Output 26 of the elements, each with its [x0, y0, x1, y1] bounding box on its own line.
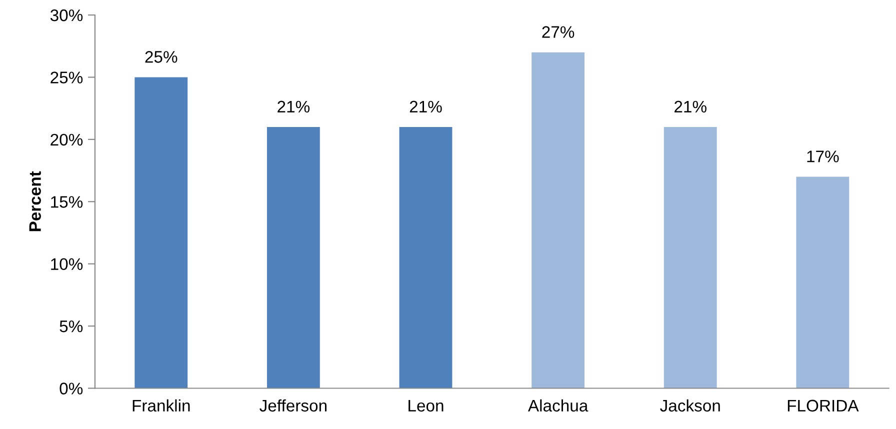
bar — [266, 126, 320, 388]
y-tick-label: 30% — [50, 9, 83, 22]
bar — [664, 126, 717, 388]
x-tick-label: Alachua — [528, 399, 588, 412]
y-tick-label: 25% — [50, 72, 83, 84]
data-label: 21% — [410, 100, 442, 113]
data-label: 21% — [278, 100, 310, 113]
data-label: 27% — [542, 26, 574, 38]
y-tick-label: 0% — [60, 382, 83, 394]
x-tick-label: Jackson — [660, 399, 720, 412]
bar — [399, 126, 452, 388]
x-tick-label: Franklin — [132, 399, 190, 412]
x-tick-label: Jefferson — [260, 399, 326, 412]
y-axis-title: Percent — [29, 171, 41, 232]
data-label: 25% — [145, 51, 178, 63]
bar — [134, 77, 188, 388]
bar — [532, 52, 585, 388]
y-tick-label: 5% — [60, 320, 83, 332]
x-tick-label: Leon — [408, 400, 444, 412]
y-tick-label: 10% — [51, 258, 83, 270]
data-label: 17% — [807, 150, 839, 162]
y-tick-label: 20% — [50, 134, 83, 146]
x-tick-label: FLORIDA — [788, 400, 859, 412]
data-label: 21% — [674, 100, 706, 113]
y-tick-label: 15% — [51, 196, 83, 208]
bar — [796, 176, 850, 388]
